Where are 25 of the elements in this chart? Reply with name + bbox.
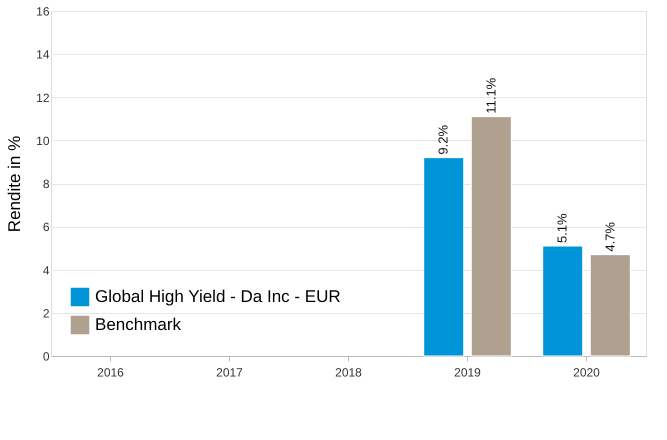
x-tick-label: 2019 [454,366,482,380]
y-axis-title: Rendite in % [5,136,24,232]
data-label: 9.2% [436,124,451,155]
y-tick-label: 16 [36,4,50,18]
y-tick-label: 12 [36,90,50,105]
y-tick-label: 14 [36,48,50,62]
y-tick-label: 6 [42,220,50,234]
data-label: 11.1% [483,77,498,114]
y-tick-label: 4 [42,263,50,278]
y-tick-label: 0 [42,350,50,364]
bar [470,116,512,356]
y-tick-label: 2 [42,306,50,320]
data-label: 4.7% [602,222,618,252]
legend-label: Global High Yield - Da Inc - EUR [95,287,341,306]
data-label: 5.1% [554,212,570,244]
x-tick-label: 2016 [97,366,124,380]
x-tick-label: 2018 [335,366,362,380]
bar [590,254,631,356]
y-tick-label: 8 [42,177,50,191]
bar [423,157,464,356]
y-tick-label: 10 [36,134,50,148]
x-tick-label: 2017 [216,366,244,380]
bar [542,246,584,356]
x-tick-label: 2020 [573,366,600,380]
legend-label: Benchmark [95,315,182,334]
